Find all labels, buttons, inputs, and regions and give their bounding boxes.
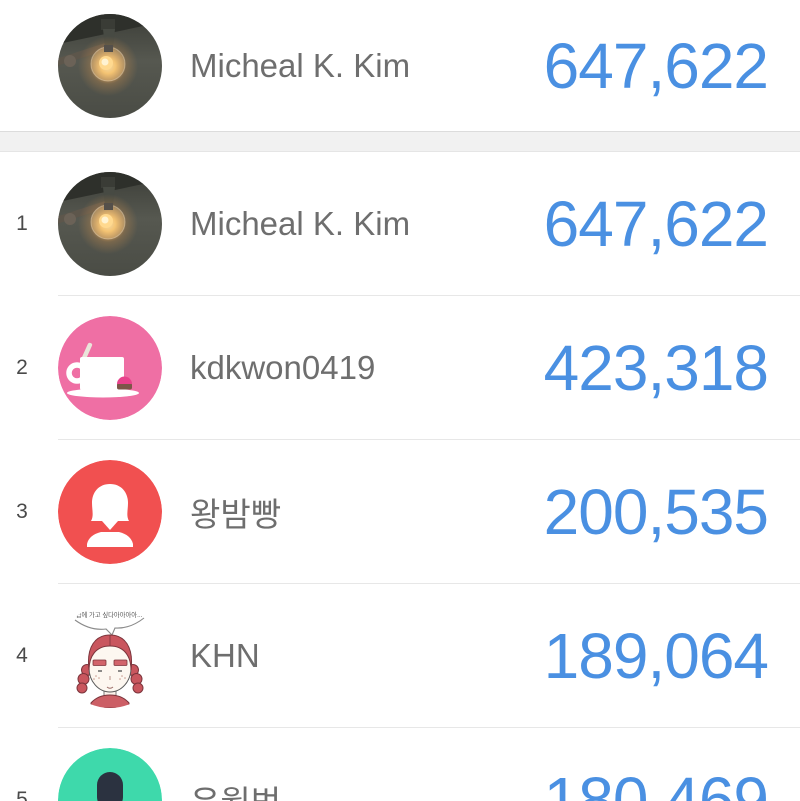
head-silhouette-avatar <box>58 748 162 801</box>
user-score: 180,469 <box>543 764 769 801</box>
user-score: 647,622 <box>543 29 769 102</box>
speech-bubble-text: 집에 가고 싶다아아아아... <box>76 610 143 619</box>
rank-number: 1 <box>16 212 28 235</box>
user-name: 은월벚 <box>190 776 281 801</box>
ranking-row-4[interactable]: 4 집에 가고 싶다아아아아... <box>0 584 800 728</box>
user-name: kdkwon0419 <box>190 349 376 386</box>
rank-number: 3 <box>16 500 28 523</box>
user-score: 189,064 <box>543 620 769 692</box>
user-score: 423,318 <box>543 332 769 404</box>
ranking-row-1[interactable]: 1 <box>0 152 800 296</box>
person-silhouette-icon <box>58 460 162 564</box>
ranking-row-2[interactable]: 2 kdkwon0419 423,318 <box>0 296 800 440</box>
person-silhouette-avatar <box>58 460 162 564</box>
pinned-user-row[interactable]: Micheal K. Kim 647,622 <box>0 0 800 131</box>
rank-number: 4 <box>16 644 28 667</box>
section-divider <box>0 131 800 152</box>
user-name: KHN <box>190 637 260 674</box>
lightbulb-photo-avatar <box>58 13 162 118</box>
lightbulb-photo-icon <box>58 172 162 276</box>
user-name: Micheal K. Kim <box>190 205 411 242</box>
rank-number: 2 <box>16 356 28 379</box>
coffee-cup-avatar <box>58 316 162 420</box>
cartoon-girl-avatar: 집에 가고 싶다아아아아... <box>58 604 162 708</box>
ranking-row-3[interactable]: 3 왕밤빵 200,535 <box>0 440 800 584</box>
ranking-row-5[interactable]: 5 은월벚 180,469 <box>0 728 800 801</box>
lightbulb-photo-avatar <box>58 172 162 276</box>
lightbulb-photo-icon <box>58 13 162 118</box>
rank-number: 5 <box>16 788 28 801</box>
user-name: Micheal K. Kim <box>190 46 411 84</box>
coffee-cup-icon <box>58 316 162 420</box>
cartoon-girl-icon: 집에 가고 싶다아아아아... <box>58 604 162 708</box>
head-silhouette-icon <box>58 748 162 801</box>
user-score: 647,622 <box>543 188 769 260</box>
user-name: 왕밤빵 <box>190 496 282 533</box>
user-score: 200,535 <box>543 476 769 548</box>
